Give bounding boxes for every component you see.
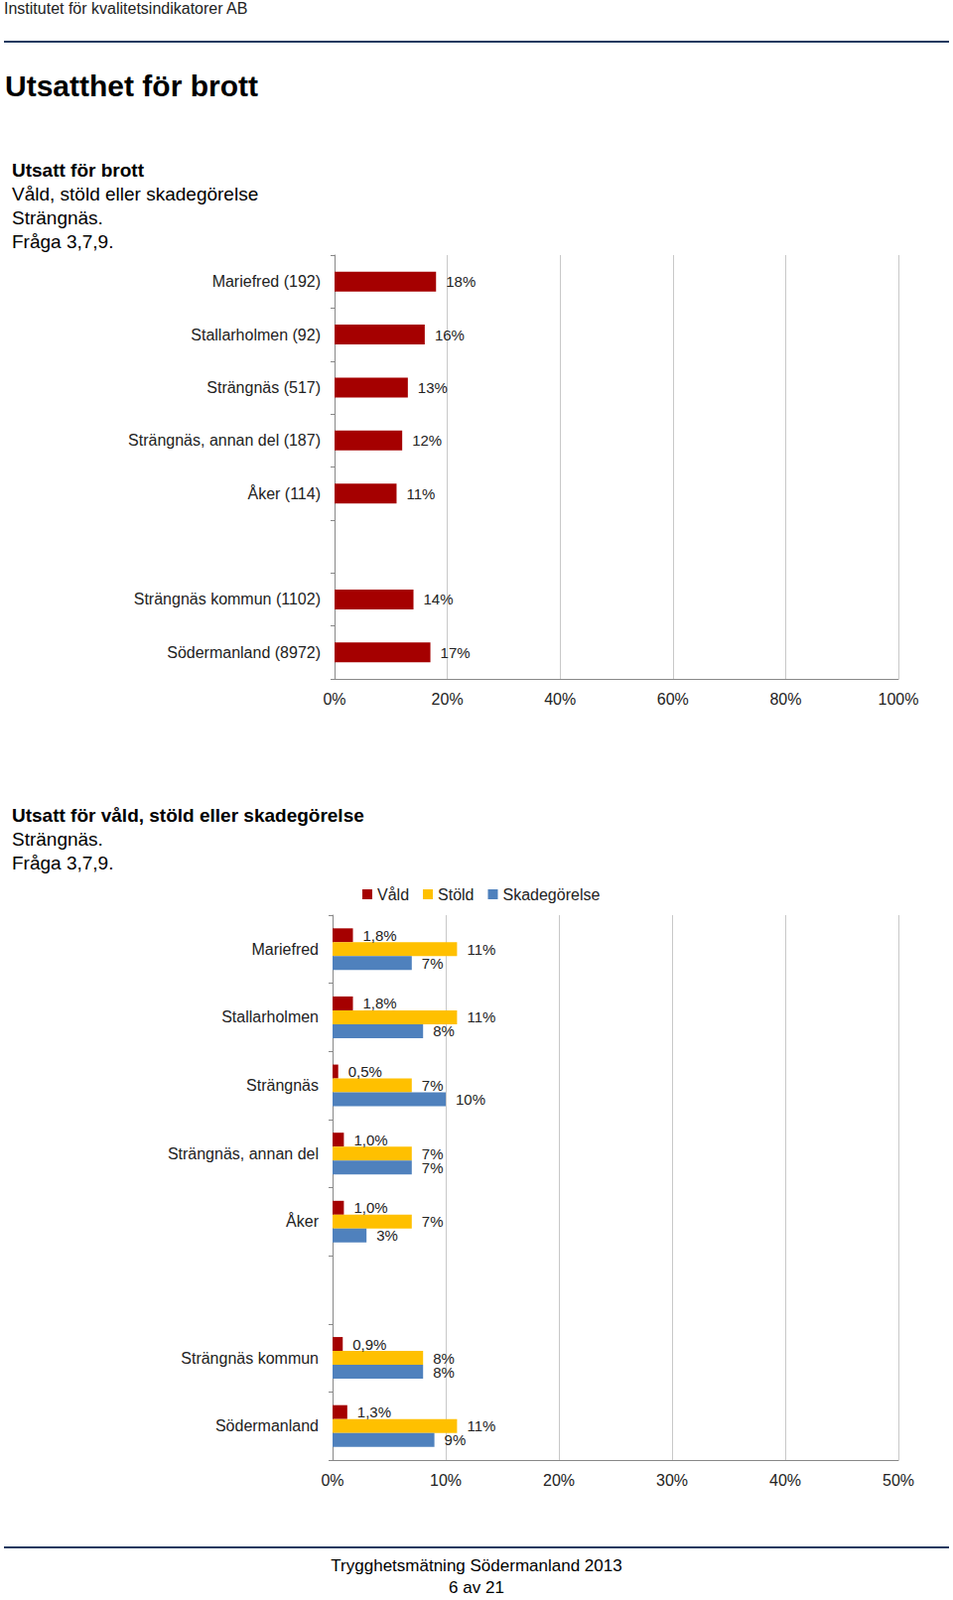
svg-text:Södermanland: Södermanland	[215, 1417, 319, 1435]
html-text:6 av 21: 6 av 21	[448, 1578, 505, 1598]
svg-text:7%: 7%	[421, 1145, 444, 1163]
svg-text:Strängnäs, annan del (187): Strängnäs, annan del (187)	[128, 431, 321, 449]
html-text:Fråga 3,7,9.: Fråga 3,7,9.	[11, 852, 114, 874]
html-text:Utsatt för våld, stöld eller s: Utsatt för våld, stöld eller skadegörels…	[11, 805, 365, 826]
svg-text:1,8%: 1,8%	[363, 927, 398, 945]
svg-text:0,9%: 0,9%	[352, 1336, 387, 1354]
svg-text:40%: 40%	[544, 690, 576, 708]
svg-text:13%: 13%	[417, 379, 448, 397]
html-text:Trygghetsmätning Södermanland: Trygghetsmätning Södermanland 2013	[330, 1556, 623, 1576]
svg-text:16%: 16%	[434, 326, 465, 344]
svg-text:20%: 20%	[543, 1472, 575, 1490]
svg-text:11%: 11%	[466, 941, 496, 958]
svg-text:50%: 50%	[882, 1472, 915, 1490]
svg-text:0%: 0%	[320, 1472, 344, 1490]
svg-text:Våld: Våld	[377, 886, 409, 904]
svg-text:Strängnäs: Strängnäs	[246, 1077, 319, 1094]
svg-text:1,0%: 1,0%	[353, 1199, 388, 1217]
svg-text:30%: 30%	[656, 1472, 688, 1490]
html-text:Utsatthet för brott: Utsatthet för brott	[4, 69, 259, 103]
svg-text:7%: 7%	[421, 1077, 444, 1094]
html-text:Utsatt för brott: Utsatt för brott	[11, 159, 144, 181]
svg-text:12%: 12%	[411, 431, 442, 449]
html-text:Våld, stöld eller skadegörelse: Våld, stöld eller skadegörelse	[11, 183, 259, 205]
svg-text:7%: 7%	[421, 1213, 444, 1230]
svg-text:11%: 11%	[406, 485, 435, 503]
html-text:Institutet för kvalitetsindika: Institutet för kvalitetsindikatorer AB	[3, 0, 248, 17]
svg-text:0%: 0%	[322, 690, 346, 708]
svg-text:10%: 10%	[455, 1090, 486, 1108]
svg-text:18%: 18%	[445, 272, 476, 290]
svg-text:Strängnäs kommun (1102): Strängnäs kommun (1102)	[134, 590, 321, 608]
html-text:Fråga 3,7,9.: Fråga 3,7,9.	[11, 231, 114, 253]
svg-text:Mariefred (192): Mariefred (192)	[212, 272, 321, 290]
svg-text:1,8%: 1,8%	[363, 994, 398, 1012]
svg-text:60%: 60%	[657, 690, 689, 708]
svg-text:1,0%: 1,0%	[353, 1131, 388, 1149]
svg-text:40%: 40%	[769, 1472, 802, 1490]
svg-text:9%: 9%	[444, 1431, 467, 1449]
svg-text:20%: 20%	[431, 690, 464, 708]
svg-text:1,3%: 1,3%	[357, 1403, 392, 1421]
svg-text:7%: 7%	[421, 954, 444, 972]
html-text:Strängnäs.: Strängnäs.	[11, 828, 104, 850]
svg-text:3%: 3%	[376, 1226, 399, 1244]
svg-text:11%: 11%	[466, 1417, 496, 1435]
svg-text:Strängnäs, annan del: Strängnäs, annan del	[167, 1145, 319, 1163]
svg-text:Stöld: Stöld	[437, 886, 474, 904]
svg-text:8%: 8%	[433, 1349, 455, 1367]
svg-text:80%: 80%	[769, 690, 802, 708]
html-text:Strängnäs.: Strängnäs.	[11, 207, 104, 229]
svg-text:Stallarholmen (92): Stallarholmen (92)	[190, 326, 321, 344]
svg-text:Åker: Åker	[285, 1212, 320, 1230]
svg-text:Mariefred: Mariefred	[251, 941, 319, 958]
svg-text:Skadegörelse: Skadegörelse	[502, 886, 600, 904]
svg-text:8%: 8%	[432, 1022, 455, 1040]
svg-text:8%: 8%	[432, 1363, 455, 1381]
svg-text:Södermanland (8972): Södermanland (8972)	[166, 644, 321, 662]
svg-text:11%: 11%	[466, 1008, 496, 1026]
svg-text:100%: 100%	[878, 690, 920, 708]
svg-text:Strängnäs kommun: Strängnäs kommun	[180, 1350, 319, 1367]
svg-text:14%: 14%	[423, 590, 454, 608]
svg-text:10%: 10%	[429, 1472, 462, 1490]
svg-text:0,5%: 0,5%	[348, 1063, 383, 1081]
svg-text:Strängnäs (517): Strängnäs (517)	[206, 379, 321, 397]
svg-text:Stallarholmen: Stallarholmen	[221, 1008, 319, 1026]
svg-text:Åker (114): Åker (114)	[247, 484, 321, 503]
svg-text:7%: 7%	[421, 1159, 444, 1177]
svg-text:17%: 17%	[440, 644, 471, 662]
